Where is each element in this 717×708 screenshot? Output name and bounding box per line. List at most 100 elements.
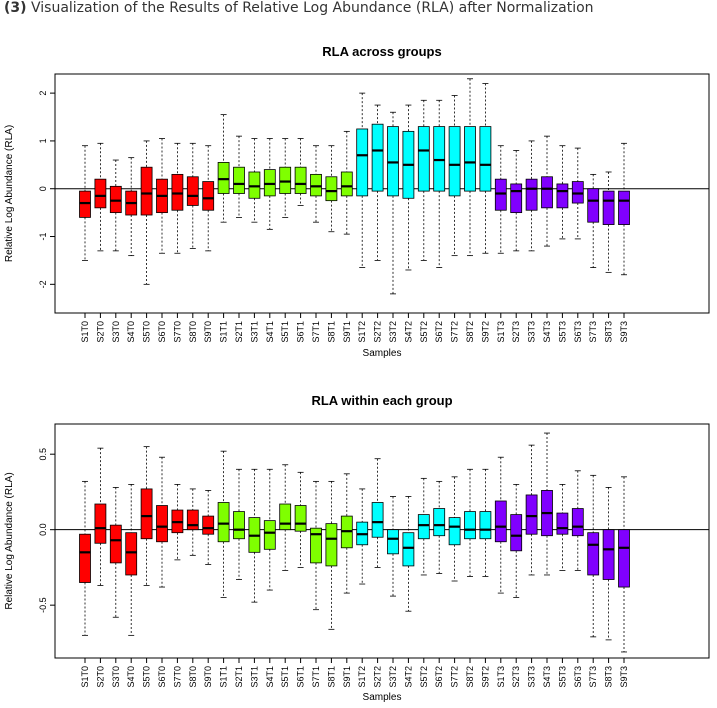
x-tick-label: S9T3 <box>619 321 629 343</box>
x-tick-label: S4T1 <box>265 321 275 343</box>
box-S6T2: S6T2 <box>433 480 446 688</box>
box-S9T2: S9T2 <box>479 83 492 343</box>
x-tick-label: S7T0 <box>172 666 182 688</box>
x-tick-label: S9T2 <box>480 321 490 343</box>
x-tick-label: S6T1 <box>296 666 306 688</box>
box-S8T1: S8T1 <box>325 145 338 343</box>
x-tick-label: S4T2 <box>403 666 413 688</box>
x-tick-label: S8T1 <box>326 666 336 688</box>
x-tick-label: S6T0 <box>157 321 167 343</box>
iqr-box <box>125 532 138 576</box>
x-tick-label: S5T2 <box>419 321 429 343</box>
iqr-box <box>448 517 461 546</box>
iqr-box <box>186 509 199 531</box>
box-S3T3: S3T3 <box>525 140 538 343</box>
x-tick-label: S8T0 <box>188 666 198 688</box>
iqr-box <box>479 126 492 192</box>
x-tick-label: S3T2 <box>388 666 398 688</box>
x-tick-label: S3T1 <box>249 321 259 343</box>
iqr-box <box>587 188 600 223</box>
box-S3T2: S3T2 <box>387 496 399 688</box>
x-axis-label: Samples <box>363 692 402 703</box>
iqr-box <box>479 511 492 540</box>
x-tick-label: S6T2 <box>434 321 444 343</box>
x-tick-label: S8T2 <box>465 666 475 688</box>
box-S5T1: S5T1 <box>279 138 292 343</box>
x-tick-label: S7T0 <box>172 321 182 343</box>
x-tick-label: S6T3 <box>573 321 583 343</box>
box-S3T1: S3T1 <box>248 468 261 688</box>
box-S5T2: S5T2 <box>417 477 430 688</box>
y-axis-label: Relative Log Abundance (RLA) <box>4 472 15 609</box>
x-tick-label: S3T2 <box>388 321 398 343</box>
iqr-box <box>79 533 91 583</box>
iqr-box <box>464 126 476 192</box>
iqr-box <box>525 178 538 211</box>
iqr-box <box>464 511 476 540</box>
iqr-box <box>325 176 338 202</box>
iqr-box <box>156 505 168 543</box>
box-S9T3: S9T3 <box>618 142 630 343</box>
box-S8T3: S8T3 <box>602 171 615 343</box>
iqr-box <box>433 126 446 192</box>
iqr-box <box>356 128 369 197</box>
box-S7T1: S7T1 <box>310 145 322 343</box>
x-tick-label: S3T3 <box>527 321 537 343</box>
x-tick-label: S5T2 <box>419 666 429 688</box>
box-S1T2: S1T2 <box>356 488 369 688</box>
iqr-box <box>556 183 569 209</box>
x-tick-label: S4T0 <box>126 321 136 343</box>
x-tick-label: S6T3 <box>573 666 583 688</box>
box-S7T3: S7T3 <box>587 173 600 343</box>
x-tick-label: S8T2 <box>465 321 475 343</box>
x-tick-label: S5T0 <box>142 321 152 343</box>
x-tick-label: S7T1 <box>311 666 321 688</box>
box-S2T3: S2T3 <box>510 483 523 688</box>
x-tick-label: S1T1 <box>219 666 229 688</box>
iqr-box <box>279 503 292 531</box>
panel-2: RLA within each group -0.5 0.0 0.5 Relative … <box>4 393 710 703</box>
y-tick-label: 0 <box>38 186 48 191</box>
x-tick-label: S2T0 <box>95 321 105 343</box>
box-S2T2: S2T2 <box>371 104 384 343</box>
box-S8T0: S8T0 <box>186 142 199 343</box>
iqr-box <box>310 527 322 564</box>
iqr-box <box>417 126 430 192</box>
box-S8T2: S8T2 <box>464 468 476 688</box>
iqr-box <box>325 523 338 567</box>
y-tick-label: -1 <box>38 233 48 241</box>
x-tick-label: S4T3 <box>542 321 552 343</box>
x-tick-label: S7T3 <box>588 666 598 688</box>
x-tick-label: S9T1 <box>342 666 352 688</box>
iqr-box <box>602 529 615 580</box>
iqr-box <box>494 500 507 543</box>
box-S3T0: S3T0 <box>109 487 122 688</box>
box-S1T3: S1T3 <box>494 145 507 343</box>
iqr-box <box>587 532 600 576</box>
iqr-box <box>340 171 353 197</box>
x-tick-label: S1T1 <box>219 321 229 343</box>
x-tick-label: S2T2 <box>373 321 383 343</box>
x-tick-label: S9T0 <box>203 321 213 343</box>
box-S8T3: S8T3 <box>602 487 615 688</box>
box-S1T3: S1T3 <box>494 456 507 688</box>
x-tick-label: S1T2 <box>357 321 367 343</box>
box-S5T3: S5T3 <box>556 145 569 343</box>
box-S4T2: S4T2 <box>402 496 415 688</box>
iqr-box <box>448 126 461 197</box>
box-S5T0: S5T0 <box>140 140 153 343</box>
box-S5T3: S5T3 <box>556 483 569 688</box>
x-tick-label: S8T1 <box>326 321 336 343</box>
box-S2T2: S2T2 <box>371 458 384 688</box>
box-S7T0: S7T0 <box>171 142 184 343</box>
iqr-box <box>371 502 384 538</box>
box-S2T0: S2T0 <box>94 447 107 688</box>
iqr-box <box>571 181 584 204</box>
iqr-box <box>186 176 199 206</box>
iqr-box <box>94 503 107 544</box>
y-tick-label: 0.5 <box>38 448 48 461</box>
box-S7T2: S7T2 <box>448 476 461 688</box>
iqr-box <box>171 173 184 211</box>
iqr-box <box>233 511 245 540</box>
